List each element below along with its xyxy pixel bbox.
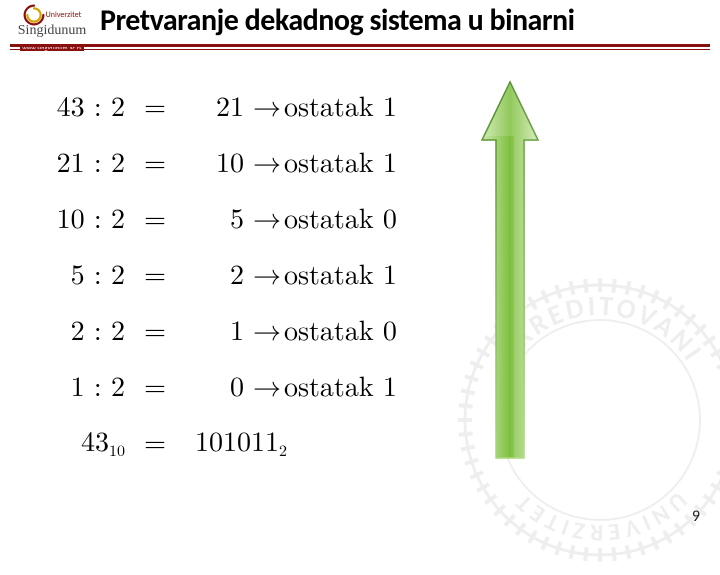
equals: = — [125, 315, 185, 349]
seal-bottom-text: UNIVERZITET — [507, 486, 693, 547]
lhs: 43 : 2 — [30, 91, 125, 125]
arrow-icon: → — [250, 147, 284, 181]
math-content: 43 : 2=21→ostatak 121 : 2=10→ostatak 110… — [30, 80, 460, 472]
quotient: 0 — [185, 371, 250, 405]
equals: = — [125, 203, 185, 237]
arrow-icon: → — [250, 91, 284, 125]
division-row: 10 : 2=5→ostatak 0 — [30, 192, 460, 248]
division-row: 21 : 2=10→ostatak 1 — [30, 136, 460, 192]
division-row: 43 : 2=21→ostatak 1 — [30, 80, 460, 136]
remainder: ostatak 1 — [284, 371, 460, 405]
quotient: 10 — [185, 147, 250, 181]
equals: = — [125, 427, 185, 461]
quotient: 21 — [185, 91, 250, 125]
division-row: 1 : 2=0→ostatak 1 — [30, 360, 460, 416]
arrow-icon: → — [250, 315, 284, 349]
division-row: 5 : 2=2→ostatak 1 — [30, 248, 460, 304]
lhs: 1 : 2 — [30, 371, 125, 405]
quotient: 2 — [185, 259, 250, 293]
result-row: 4310=1010112 — [30, 416, 460, 472]
equals: = — [125, 147, 185, 181]
arrow-icon: → — [250, 203, 284, 237]
remainder: ostatak 1 — [284, 259, 460, 293]
title-rule-thick — [10, 44, 710, 47]
arrow-icon: → — [250, 259, 284, 293]
logo-univ-text: Univerzitet — [46, 11, 82, 19]
lhs: 5 : 2 — [30, 259, 125, 293]
quotient: 5 — [185, 203, 250, 237]
remainder: ostatak 0 — [284, 203, 460, 237]
logo-name-text: Singidunum — [6, 24, 98, 38]
equals: = — [125, 91, 185, 125]
remainder: ostatak 1 — [284, 147, 460, 181]
lhs: 21 : 2 — [30, 147, 125, 181]
division-row: 2 : 2=1→ostatak 0 — [30, 304, 460, 360]
slide-header: Univerzitet Singidunum www.singidunum.ac… — [0, 0, 720, 48]
read-remainders-arrow — [480, 80, 540, 460]
quotient: 1 — [185, 315, 250, 349]
lhs: 2 : 2 — [30, 315, 125, 349]
arrow-icon: → — [250, 371, 284, 405]
svg-text:UNIVERZITET: UNIVERZITET — [507, 486, 693, 547]
remainder: ostatak 0 — [284, 315, 460, 349]
page-number: 9 — [692, 507, 700, 526]
lhs: 10 : 2 — [30, 203, 125, 237]
binary-number: 1010112 — [185, 426, 293, 462]
slide-title: Pretvaranje dekadnog sistema u binarni — [100, 2, 720, 39]
equals: = — [125, 371, 185, 405]
title-rule-thin — [10, 49, 710, 50]
decimal-number: 4310 — [30, 426, 125, 462]
remainder: ostatak 1 — [284, 91, 460, 125]
equals: = — [125, 259, 185, 293]
